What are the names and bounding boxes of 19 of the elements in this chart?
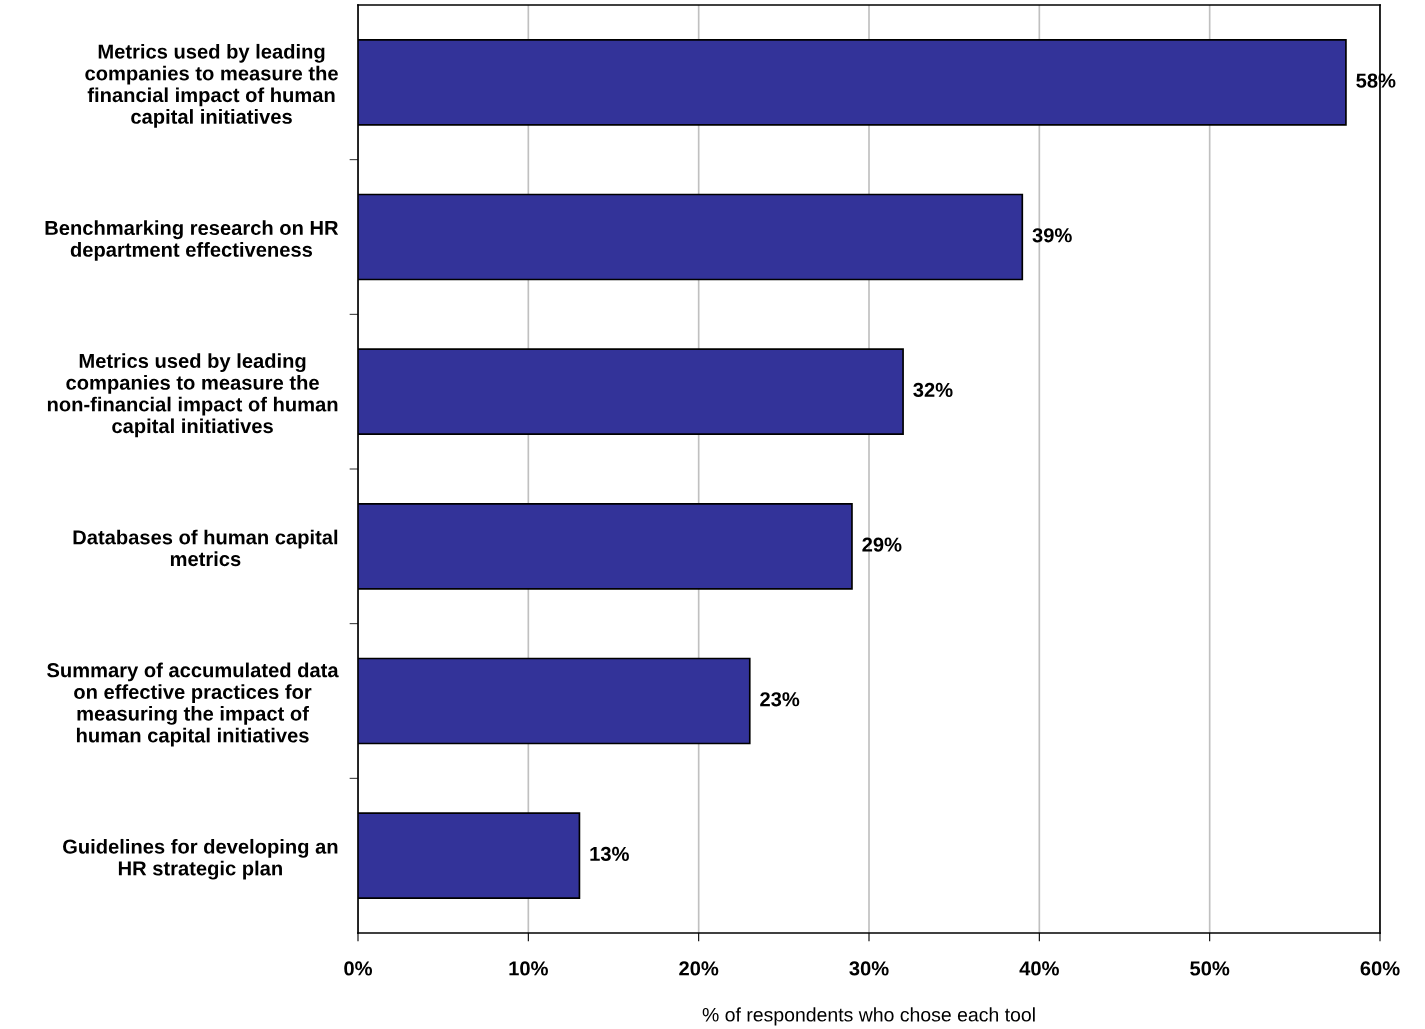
y-tick-label: Guidelines for developing an HR strategic plan xyxy=(63,838,338,880)
y-tick-label: Metrics used by leading companies to measure the financial impact of human capital initiatives xyxy=(85,43,338,128)
data-label: 13% xyxy=(590,846,629,862)
data-label: 39% xyxy=(1032,228,1072,243)
x-tick-label: 20% xyxy=(679,961,719,976)
x-tick-label: 60% xyxy=(1360,961,1400,976)
x-tick-label: 10% xyxy=(509,961,548,976)
x-tick-label: 50% xyxy=(1190,961,1230,976)
y-tick-label: Benchmarking research on HR department effectiveness xyxy=(45,220,339,261)
x-tick-label: 30% xyxy=(849,961,889,976)
x-tick-label: 40% xyxy=(1019,961,1059,976)
data-label: 32% xyxy=(913,382,953,398)
y-tick-label: Metrics used by leading companies to measure the non-financial impact of human capital initiatives xyxy=(47,353,338,438)
y-tick-label: Databases of human capital metrics xyxy=(73,529,338,567)
data-label: 29% xyxy=(862,537,902,552)
x-axis-title: % of respondents who chose each tool xyxy=(702,1007,1035,1026)
data-label: 23% xyxy=(760,692,800,707)
y-tick-label: Summary of accumulated data on effective practices for measuring the impact of human capital initiatives xyxy=(47,662,339,747)
x-tick-label: 0% xyxy=(344,961,373,976)
